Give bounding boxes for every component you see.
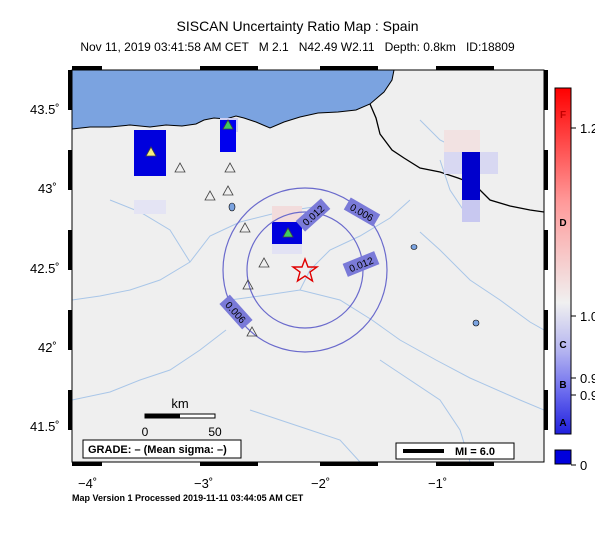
mi-legend-text: MI = 6.0 bbox=[455, 446, 495, 458]
grade-letter-d: D bbox=[559, 218, 566, 229]
station-triangle-icon bbox=[246, 326, 258, 337]
station-triangle-icon bbox=[239, 222, 251, 233]
station-triangle-icon bbox=[145, 146, 157, 157]
x-tick-label: −1˚ bbox=[428, 476, 448, 491]
x-tick-label: −2˚ bbox=[311, 476, 331, 491]
event-id: ID:18809 bbox=[465, 40, 515, 54]
x-tick-label: −4˚ bbox=[78, 476, 98, 491]
station-triangle-icon bbox=[174, 162, 186, 173]
scale-bar: km 0 50 bbox=[142, 396, 222, 439]
sea-bay-of-biscay bbox=[72, 70, 394, 129]
y-tick-label: 41.5˚ bbox=[30, 419, 60, 434]
station-triangle-icon bbox=[222, 119, 234, 130]
scale-unit: km bbox=[171, 396, 188, 411]
event-location: N42.49 W2.11 bbox=[298, 40, 375, 54]
color-bar: F D C B A 1.2 1.0 0.9 0.9 0 bbox=[554, 87, 595, 473]
grade-letter-b: B bbox=[559, 380, 566, 391]
epicenter-star-icon bbox=[290, 257, 320, 283]
station-triangle-icon bbox=[222, 185, 234, 196]
colorbar-label: 1.0 bbox=[580, 309, 595, 324]
coastline bbox=[72, 70, 395, 130]
colorbar-label: 0.9 bbox=[580, 388, 595, 403]
rivers bbox=[72, 119, 544, 462]
mi-legend-box: MI = 6.0 bbox=[395, 442, 515, 460]
station-triangle-icon bbox=[242, 279, 254, 290]
scale-label-fifty: 50 bbox=[208, 425, 222, 439]
grade-letter-a: A bbox=[559, 418, 566, 429]
y-tick-label: 42˚ bbox=[38, 340, 57, 355]
station-triangle-icon bbox=[282, 227, 294, 238]
map-title: SISCAN Uncertainty Ratio Map : Spain bbox=[176, 18, 419, 34]
grade-text: GRADE: – (Mean sigma: –) bbox=[88, 444, 227, 456]
colorbar-label: 0.9 bbox=[580, 371, 595, 386]
uncertainty-grid bbox=[134, 118, 498, 254]
grade-letter-c: C bbox=[559, 340, 566, 351]
event-datetime: Nov 11, 2019 03:41:58 AM CET bbox=[80, 40, 249, 54]
station-triangle-icon bbox=[204, 190, 216, 201]
y-tick-label: 43˚ bbox=[38, 181, 57, 196]
station-triangle-icon bbox=[224, 162, 236, 173]
colorbar-label: 0 bbox=[580, 458, 587, 473]
station-triangle-icon bbox=[258, 257, 270, 268]
border-line bbox=[369, 103, 544, 213]
contour-labels: 0.012 0.006 0.012 0.006 bbox=[219, 197, 381, 330]
event-magnitude: M 2.1 bbox=[258, 40, 289, 54]
y-tick-label: 43.5˚ bbox=[30, 102, 60, 117]
footer-processed: Map Version 1 Processed 2019-11-11 03:44… bbox=[72, 493, 304, 503]
grade-box: GRADE: – (Mean sigma: –) bbox=[82, 439, 242, 459]
grade-letter-f: F bbox=[560, 110, 566, 121]
colorbar-label: 1.2 bbox=[580, 121, 595, 136]
scale-label-zero: 0 bbox=[142, 425, 149, 439]
event-info: Nov 11, 2019 03:41:58 AM CET M 2.1 N42.4… bbox=[0, 40, 595, 54]
y-tick-label: 42.5˚ bbox=[30, 261, 60, 276]
lakes bbox=[228, 202, 480, 327]
x-tick-label: −3˚ bbox=[194, 476, 214, 491]
stations bbox=[145, 119, 294, 337]
event-depth: Depth: 0.8km bbox=[384, 40, 456, 54]
frame-ticks bbox=[68, 66, 548, 466]
